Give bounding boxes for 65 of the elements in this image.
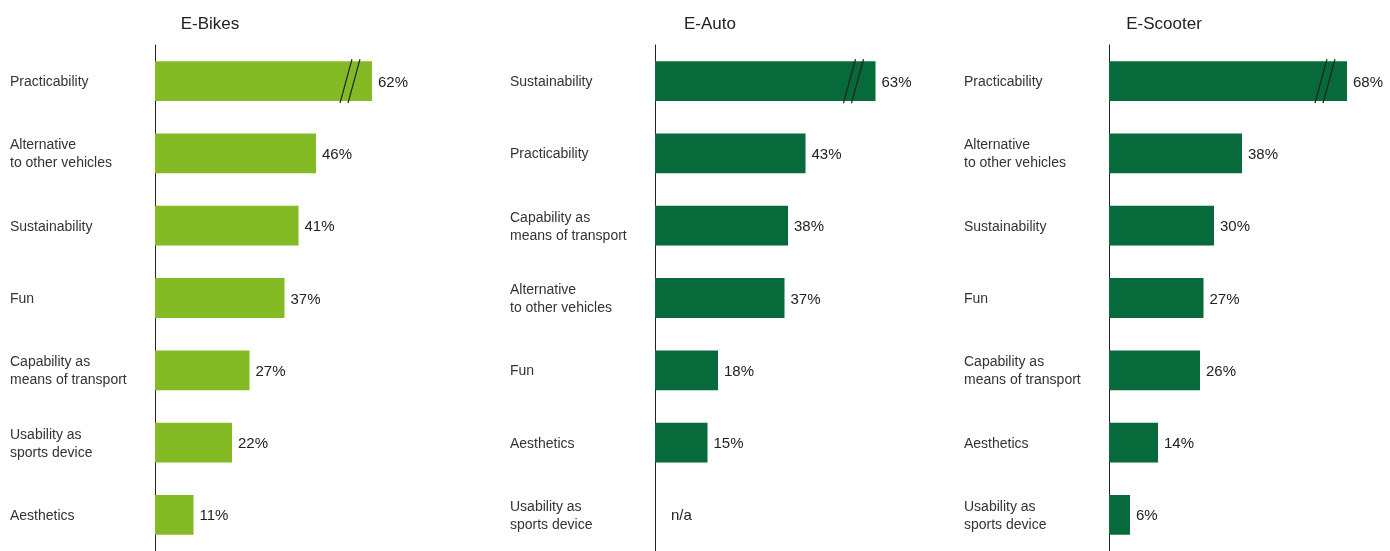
data-label: 14% [1164, 434, 1195, 452]
bar [1109, 278, 1204, 318]
y-tick-label: Sustainability [510, 73, 593, 90]
y-tick-label: Aesthetics [10, 506, 75, 523]
bar [155, 494, 194, 535]
bar [655, 205, 788, 246]
data-label: 38% [794, 217, 825, 235]
y-tick-label: Capability as means of transport [10, 353, 127, 388]
chart-title: E-Scooter [1126, 14, 1203, 33]
data-label: 37% [290, 289, 321, 307]
bar [1109, 205, 1214, 246]
y-tick-label: Usability as sports device [10, 425, 93, 460]
bar [655, 133, 806, 174]
bar [155, 61, 372, 102]
data-label: 62% [378, 72, 409, 90]
data-label: 37% [790, 289, 821, 307]
y-tick-label: Practicability [510, 145, 589, 162]
bar [155, 205, 299, 246]
data-label: 46% [322, 144, 353, 162]
data-label: 30% [1220, 217, 1251, 235]
bar [1109, 61, 1347, 102]
bar [1109, 133, 1242, 174]
bar [655, 61, 876, 102]
y-tick-label: Practicability [10, 73, 89, 90]
bar [155, 422, 232, 463]
data-label: 15% [713, 434, 744, 452]
y-tick-label: Alternative to other vehicles [964, 136, 1066, 171]
data-label: 26% [1206, 361, 1237, 379]
bar [155, 350, 250, 391]
chart-title: E-Auto [684, 14, 736, 33]
bar [155, 278, 285, 318]
y-tick-label: Fun [510, 362, 535, 379]
y-tick-label: Aesthetics [964, 434, 1029, 451]
data-label: 18% [724, 361, 755, 379]
y-tick-label: Fun [10, 290, 35, 306]
y-tick-label: Practicability [964, 73, 1043, 90]
data-label: 11% [199, 506, 229, 524]
y-tick-label: Capability as means of transport [964, 353, 1081, 388]
bar [655, 278, 785, 318]
data-label: 6% [1136, 506, 1158, 524]
bar [1109, 494, 1130, 535]
data-label: 22% [238, 434, 269, 452]
y-tick-label: Usability as sports device [510, 497, 593, 532]
data-label: 43% [811, 144, 842, 162]
y-tick-label: Aesthetics [510, 434, 575, 451]
bar [1109, 422, 1158, 463]
y-tick-label: Fun [964, 290, 989, 306]
y-tick-label: Alternative to other vehicles [10, 136, 112, 171]
text: n/a [671, 506, 692, 524]
bar [655, 350, 718, 391]
bar [655, 422, 708, 463]
data-label: 68% [1353, 72, 1384, 90]
data-label: 27% [255, 361, 286, 379]
data-label: 41% [304, 217, 335, 235]
data-label: 38% [1248, 144, 1279, 162]
y-tick-label: Sustainability [964, 217, 1047, 234]
chart-title: E-Bikes [180, 14, 240, 33]
data-label: 63% [881, 72, 912, 90]
data-label: 27% [1209, 289, 1240, 307]
y-tick-label: Usability as sports device [964, 497, 1047, 532]
y-tick-label: Sustainability [10, 217, 93, 234]
y-tick-label: Capability as means of transport [510, 208, 627, 243]
y-tick-label: Alternative to other vehicles [510, 281, 612, 315]
bar [155, 133, 316, 174]
bar [1109, 350, 1200, 391]
